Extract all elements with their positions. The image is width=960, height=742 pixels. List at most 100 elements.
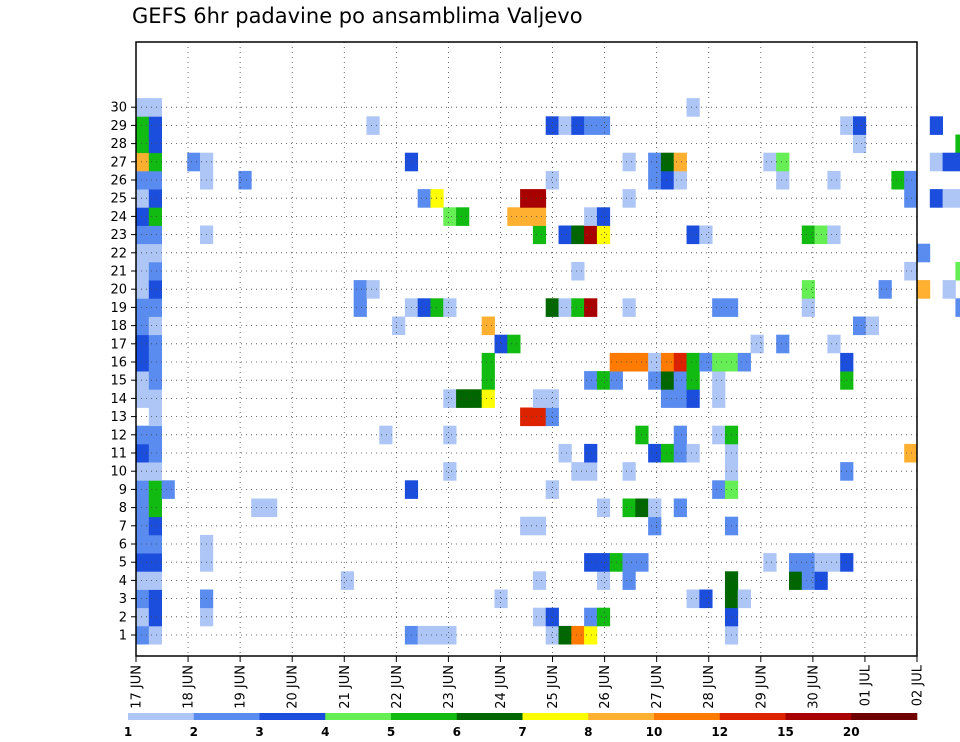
heatmap-cell [699,589,713,609]
heatmap-cell [148,480,162,499]
heatmap-cell [699,225,713,245]
heatmap-cell [827,553,841,572]
heatmap-cell [136,316,150,336]
heatmap-cell [136,334,150,354]
heatmap-cell [622,298,636,317]
heatmap-cell [148,443,162,463]
heatmap-cell [712,371,726,390]
heatmap-cell [558,116,572,135]
heatmap-cell [532,389,547,408]
colorbar-label: 20 [843,725,860,739]
y-tick-label: 27 [110,155,127,170]
heatmap-cell [353,298,367,317]
y-tick-label: 20 [110,283,127,298]
heatmap-cell [776,334,790,354]
heatmap-cell [584,625,598,645]
heatmap-cell [596,116,611,135]
heatmap-cell [788,553,803,572]
heatmap-cell [955,152,960,172]
heatmap-cell [481,389,495,408]
heatmap-cell [660,170,675,190]
heatmap-cell [430,189,444,208]
heatmap-cell [584,553,598,572]
heatmap-cell [443,298,457,317]
colorbar-label: 3 [255,725,263,739]
heatmap-cell [904,443,918,463]
heatmap-cell [456,207,470,226]
heatmap-cell [238,170,252,190]
heatmap-cell [596,207,611,226]
grid-lines [136,42,917,656]
heatmap-cell [136,589,150,609]
heatmap-cell [148,261,162,281]
heatmap-cell [481,371,495,390]
heatmap-cell [801,553,815,572]
heatmap-cell [136,152,150,172]
colorbar-label: 7 [518,725,526,739]
heatmap-cell [584,225,598,245]
y-tick-label: 17 [110,337,127,352]
heatmap-cell [353,280,367,299]
heatmap-cell [712,480,726,499]
heatmap-cell [148,571,162,590]
heatmap-cell [507,207,521,226]
colorbar-swatch [851,713,918,720]
heatmap-cell [340,571,355,590]
x-tick-label: 24 JUN [494,665,509,709]
heatmap-cell [379,425,393,445]
y-tick-label: 6 [119,538,127,553]
colorbar-label: 6 [453,725,461,739]
heatmap-cell [584,116,598,135]
heatmap-cell [148,534,162,554]
heatmap-cell [187,152,201,172]
heatmap-cell [136,498,150,518]
heatmap-cell [148,589,162,609]
heatmap-cell [955,298,960,317]
heatmap-cell [686,443,700,463]
heatmap-cell [929,116,943,135]
plot-frame [135,41,918,657]
heatmap-cell [917,243,931,263]
heatmap-cell [955,189,960,208]
heatmap-cell [545,407,559,427]
heatmap-cell [673,425,687,445]
x-tick-label: 29 JUN [754,665,769,709]
heatmap-cell [660,443,675,463]
heatmap-cell [148,207,162,226]
y-tick-label: 12 [110,428,127,443]
heatmap-cell [136,98,150,117]
heatmap-cell [366,116,380,135]
y-tick-label: 18 [110,319,127,334]
colorbar-label: 10 [646,725,663,739]
heatmap-cell [673,498,687,518]
heatmap-cell [558,625,572,645]
heatmap-cell [852,316,867,336]
y-tick-label: 14 [110,392,127,407]
heatmap-cell [622,571,636,590]
heatmap-cell [622,152,636,172]
heatmap-cell [136,534,150,554]
y-tick-label: 13 [110,410,127,425]
heatmap-cell [660,352,675,372]
heatmap-cell [148,98,162,117]
heatmap-cell [584,371,598,390]
x-tick-label: 30 JUN [806,665,821,709]
heatmap-cell [161,480,175,499]
heatmap-cell [443,462,457,481]
heatmap-cell [468,389,483,408]
heatmap-cell [148,516,162,536]
heatmap-cell [904,261,918,281]
heatmap-cell [148,189,162,208]
heatmap-cell [136,462,150,481]
heatmap-cell [558,443,572,463]
heatmap-cell [430,298,444,317]
heatmap-cell [750,334,764,354]
x-axis: 17 JUN 18 JUN 19 JUN 20 JUN 21 JUN 22 JUN 23 J… [130,656,926,709]
chart-title: GEFS 6hr padavine po ansamblima Valjevo [132,4,583,28]
heatmap-cell [596,371,611,390]
heatmap-cell [712,298,726,317]
y-tick-label: 16 [110,356,127,371]
colorbar-swatch [654,713,721,720]
y-tick-label: 7 [119,519,127,534]
heatmap-cell [443,625,457,645]
